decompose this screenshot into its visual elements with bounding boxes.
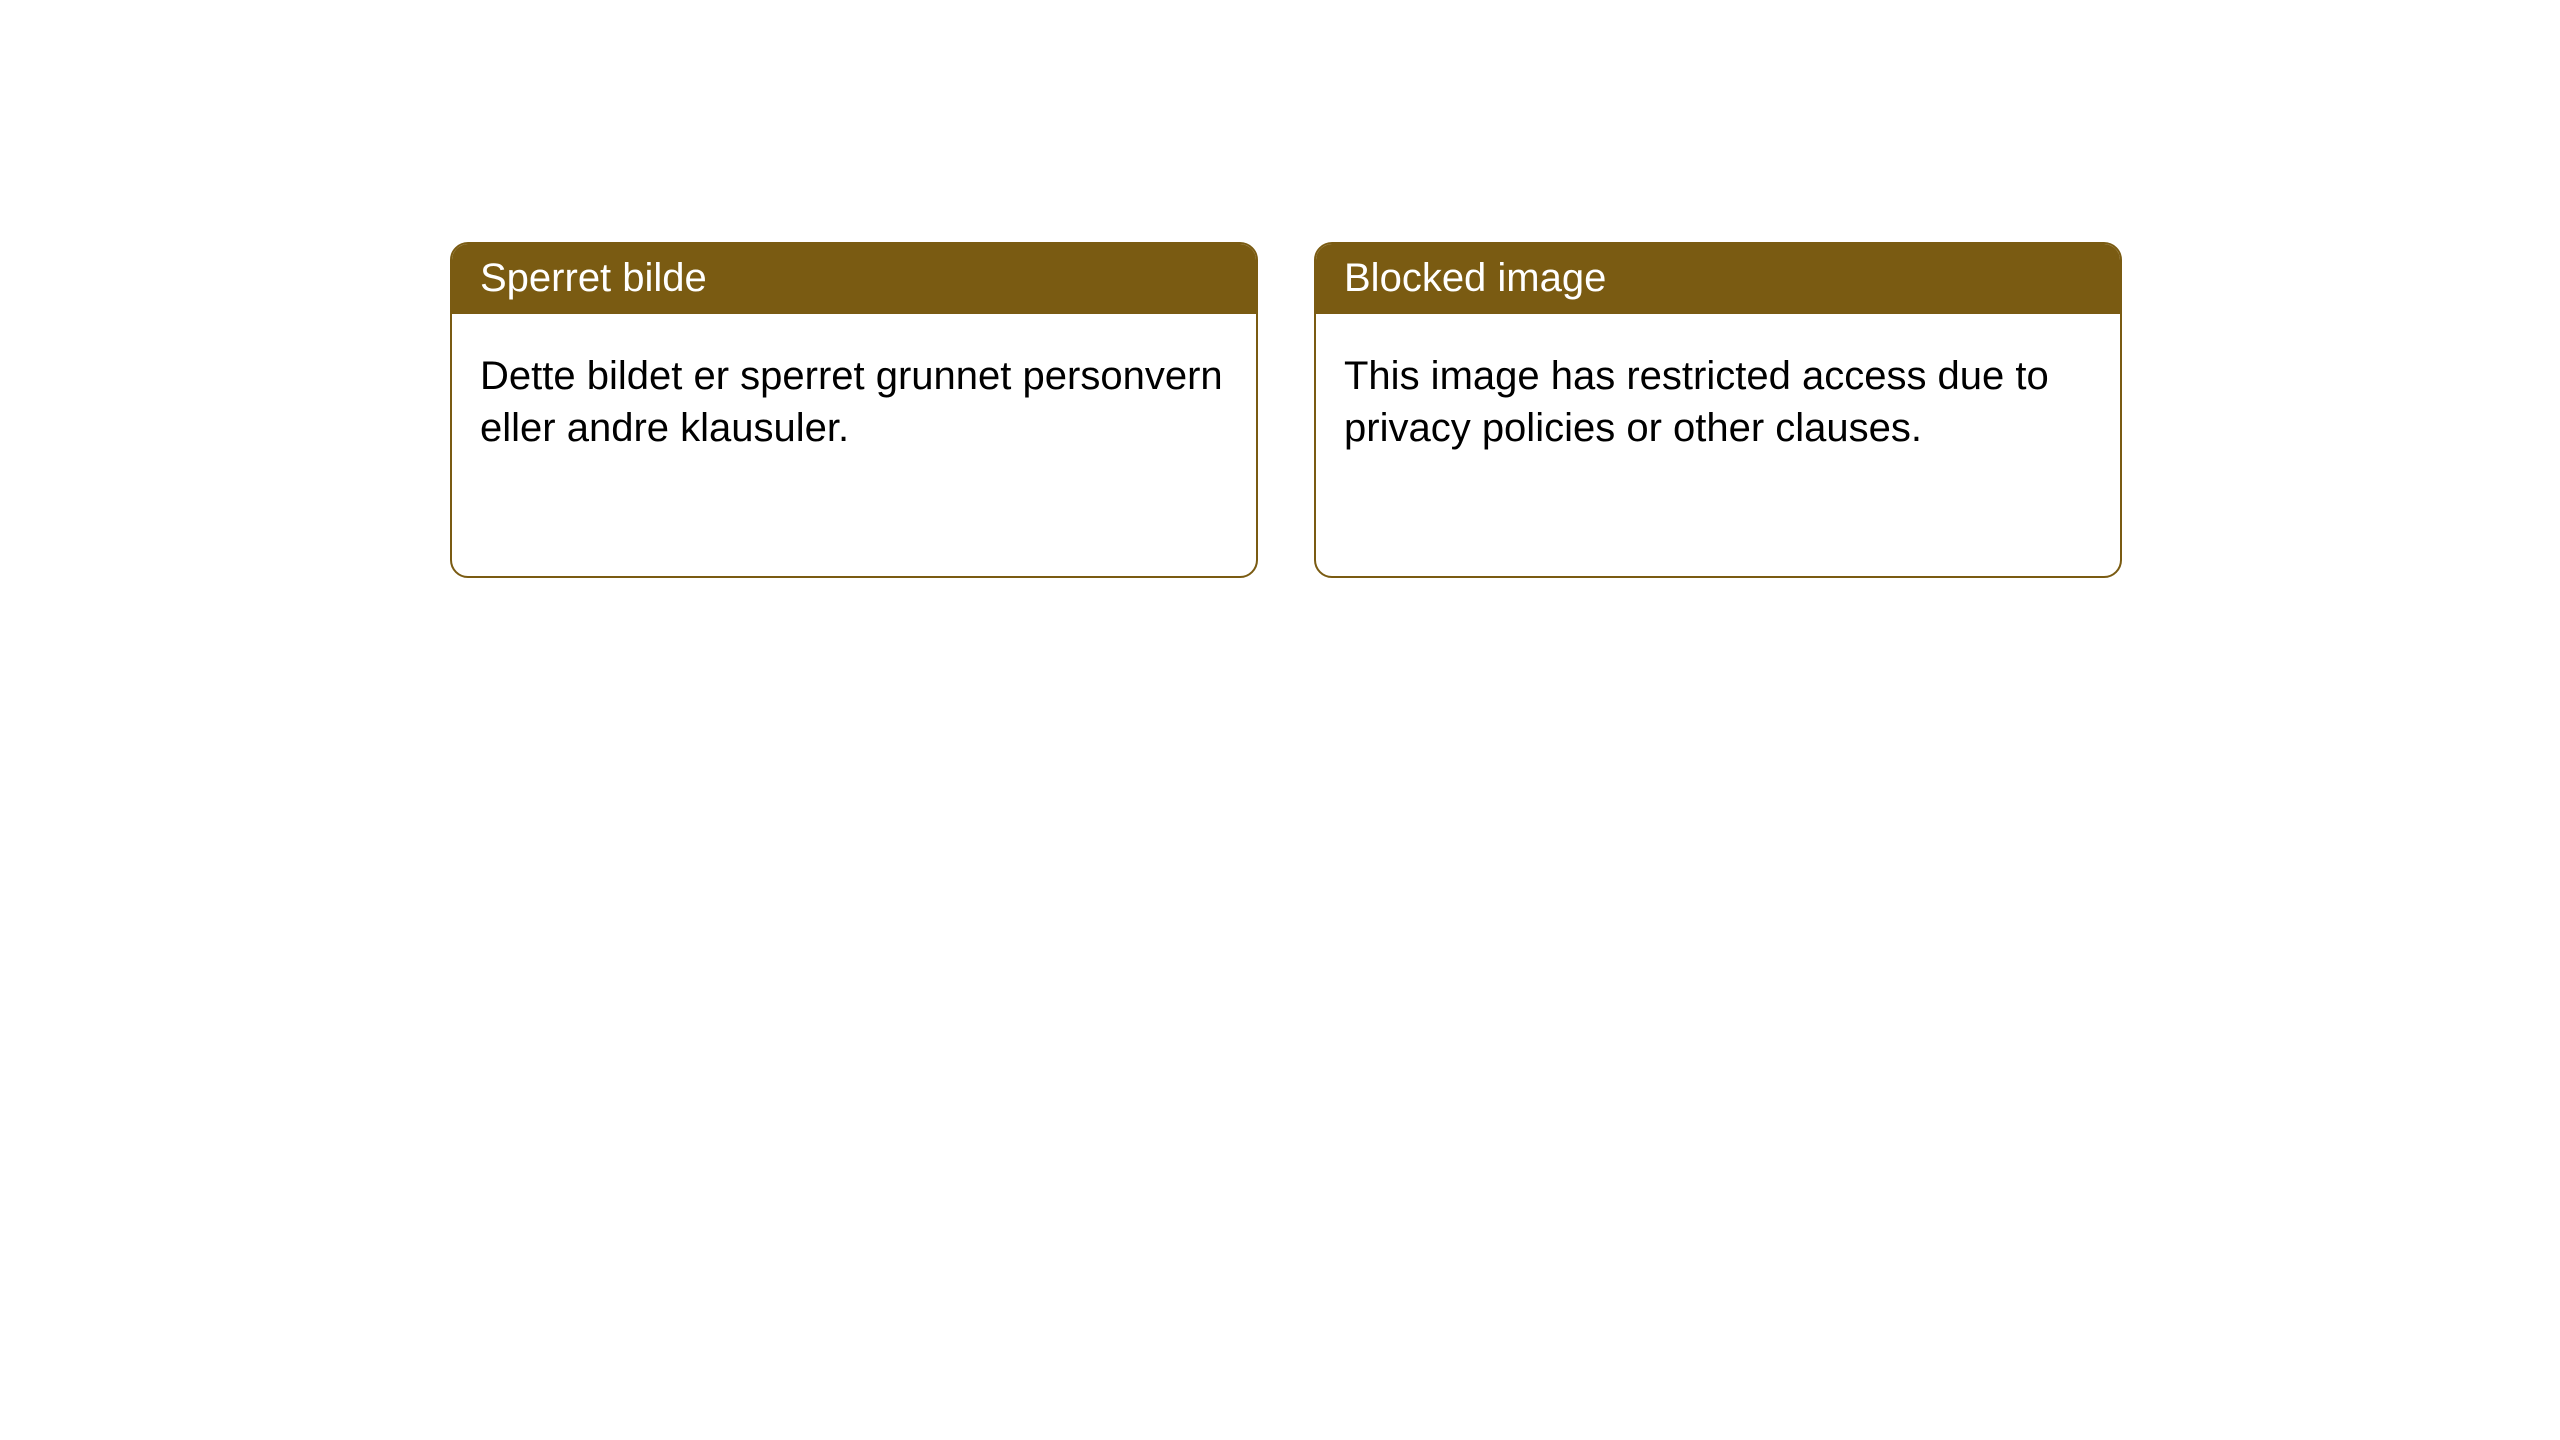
blocked-image-card-no: Sperret bilde Dette bildet er sperret gr… xyxy=(450,242,1258,578)
card-body: This image has restricted access due to … xyxy=(1316,314,2120,490)
card-body: Dette bildet er sperret grunnet personve… xyxy=(452,314,1256,490)
card-header: Sperret bilde xyxy=(452,244,1256,314)
card-header: Blocked image xyxy=(1316,244,2120,314)
blocked-image-card-en: Blocked image This image has restricted … xyxy=(1314,242,2122,578)
card-row: Sperret bilde Dette bildet er sperret gr… xyxy=(0,0,2560,578)
